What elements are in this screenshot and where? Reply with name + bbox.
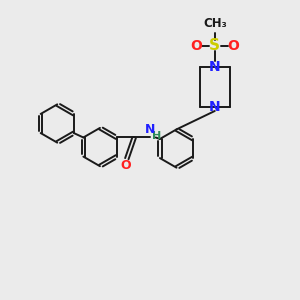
Text: CH₃: CH₃ [203,17,227,30]
Text: O: O [120,159,131,172]
Text: N: N [209,100,220,114]
Text: O: O [190,39,202,52]
Text: S: S [209,38,220,53]
Text: O: O [227,39,239,52]
Text: H: H [152,131,162,141]
Text: N: N [209,60,220,74]
Text: N: N [145,123,156,136]
